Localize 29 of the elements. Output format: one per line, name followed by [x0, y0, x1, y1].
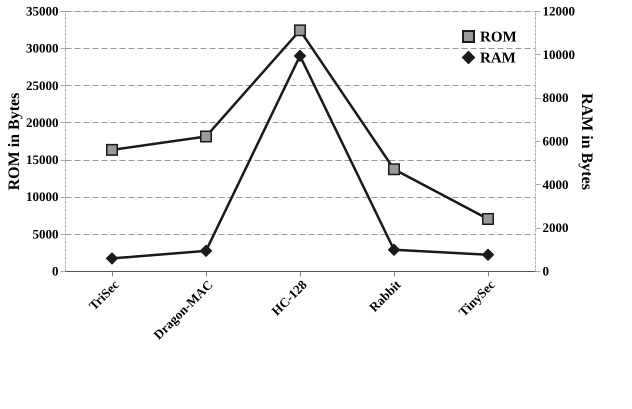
y-tick-label: 10000 [26, 189, 58, 204]
y-tick-label: 30000 [26, 40, 58, 56]
y2-axis-title: RAM in Bytes [578, 93, 595, 190]
point [388, 163, 400, 176]
y2-tick-label: 2000 [542, 220, 568, 236]
point [482, 248, 494, 261]
point [294, 50, 306, 62]
y2-tick-label: 12000 [542, 4, 575, 18]
point [200, 130, 212, 143]
y2-tick-label: 8000 [542, 90, 568, 106]
y-tick-label: 25000 [26, 78, 58, 93]
point [200, 244, 212, 257]
y2-tick-label: 10000 [542, 46, 575, 62]
y2-tick-label: 4000 [542, 176, 568, 192]
point [294, 24, 306, 36]
point [106, 252, 118, 264]
y2-tick-label: 0 [542, 264, 549, 278]
y-tick-label: 0 [52, 264, 58, 278]
y-tick-label: 20000 [26, 114, 58, 130]
y-tick-label: 5000 [32, 226, 58, 242]
legend-label: ROM [480, 30, 517, 46]
point [482, 213, 494, 225]
y-tick-label: 35000 [26, 4, 58, 18]
point [388, 244, 400, 256]
legend-label: RAM [480, 50, 516, 66]
y-axis-title: ROM in Bytes [6, 92, 23, 190]
y2-tick-label: 6000 [542, 134, 568, 148]
point [106, 144, 118, 156]
y-tick-label: 15000 [26, 152, 58, 168]
